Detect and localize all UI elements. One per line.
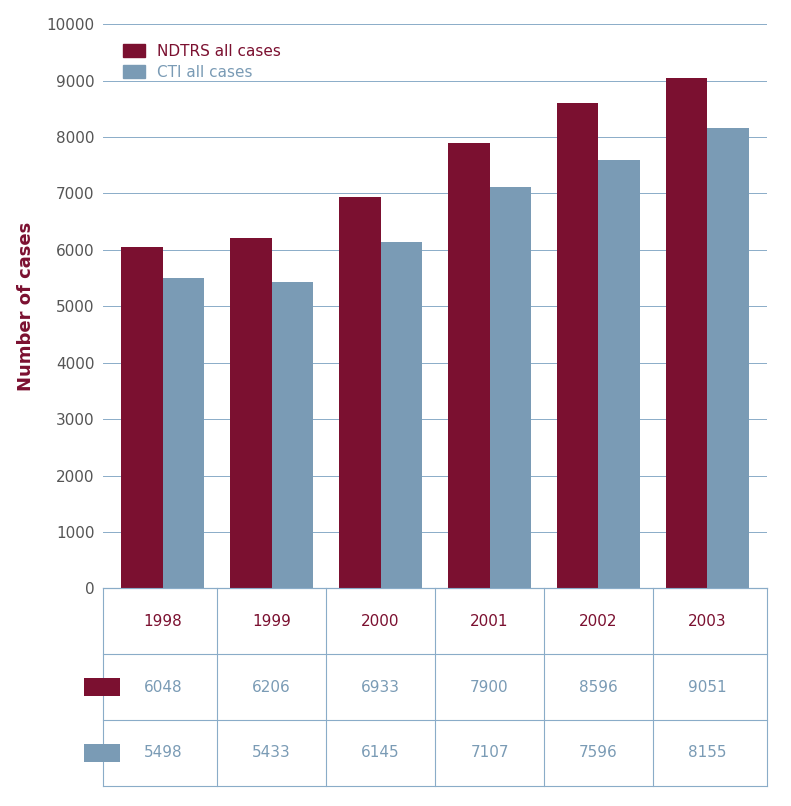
- Text: 6145: 6145: [361, 746, 400, 760]
- Text: 9051: 9051: [688, 679, 727, 695]
- Bar: [163, 278, 204, 588]
- Bar: [271, 282, 313, 588]
- Bar: [490, 188, 531, 588]
- Bar: [380, 242, 422, 588]
- Text: 2003: 2003: [688, 614, 727, 629]
- Bar: [666, 77, 707, 588]
- Text: 6048: 6048: [143, 679, 182, 695]
- Text: 2001: 2001: [471, 614, 509, 629]
- Text: 8596: 8596: [579, 679, 618, 695]
- Text: 7596: 7596: [579, 746, 618, 760]
- Bar: [599, 160, 640, 588]
- Bar: [230, 239, 271, 588]
- Text: 7900: 7900: [470, 679, 509, 695]
- Text: 8155: 8155: [688, 746, 727, 760]
- Text: 2000: 2000: [361, 614, 399, 629]
- Bar: [707, 128, 749, 588]
- Legend: NDTRS all cases, CTI all cases: NDTRS all cases, CTI all cases: [117, 37, 287, 86]
- Bar: [557, 103, 599, 588]
- Bar: [339, 197, 380, 588]
- Text: 1999: 1999: [252, 614, 291, 629]
- Text: 6206: 6206: [252, 679, 291, 695]
- Text: 1998: 1998: [143, 614, 182, 629]
- Text: 2002: 2002: [579, 614, 618, 629]
- Bar: [121, 247, 163, 588]
- Text: 6933: 6933: [361, 679, 400, 695]
- Text: 5433: 5433: [252, 746, 291, 760]
- Bar: [448, 143, 490, 588]
- Text: 5498: 5498: [143, 746, 182, 760]
- Text: 7107: 7107: [471, 746, 509, 760]
- Y-axis label: Number of cases: Number of cases: [17, 222, 36, 391]
